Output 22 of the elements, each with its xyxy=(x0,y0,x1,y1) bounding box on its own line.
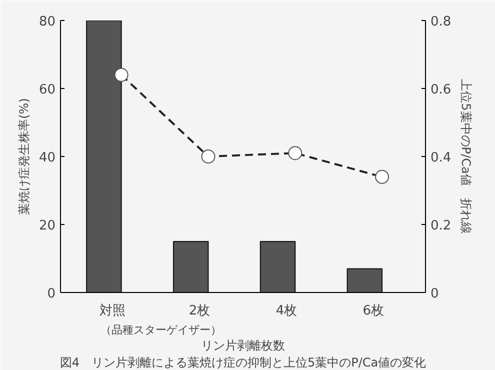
y-tick-label: 20 xyxy=(38,218,56,234)
y-tick-label: 0 xyxy=(47,286,56,302)
x-axis-title: リン片剥離枚数 xyxy=(201,338,285,352)
y2-tick-label: 0.2 xyxy=(430,218,452,234)
x-tick-label: 4枚 xyxy=(276,304,298,318)
y-tick-label: 40 xyxy=(38,150,56,166)
bar xyxy=(172,241,209,292)
y2-axis-title: 上位5葉中のP/Ca値 折れ線 xyxy=(459,79,474,234)
y-axis-title: 葉焼け症発生株率(%) xyxy=(16,98,31,215)
y-tick-label: 80 xyxy=(38,14,56,30)
text: 図4 リン片剥離による葉焼け症の抑制と上位5葉中のP/Ca値の変化 xyxy=(60,356,426,370)
y-tick-label: 60 xyxy=(38,82,56,98)
y2-tick-label: 0.4 xyxy=(430,150,452,166)
y2-tick-label: 0 xyxy=(430,286,439,302)
y2-tick-label: 0.8 xyxy=(430,14,452,30)
y2-tick-label: 0.6 xyxy=(430,82,452,98)
bar xyxy=(260,241,296,292)
text: （品種スターゲイザー） xyxy=(100,324,222,336)
bar xyxy=(346,268,383,292)
x-tick-label: 2枚 xyxy=(188,304,210,318)
x-tick-label: 対照 xyxy=(100,302,126,318)
x-tick-label: 6枚 xyxy=(362,304,384,318)
